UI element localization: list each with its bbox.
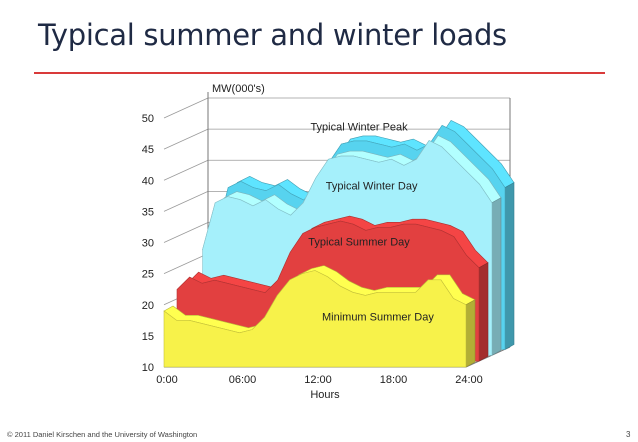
series-side-0 [504, 182, 515, 350]
series-label-3: Minimum Summer Day [322, 311, 434, 323]
floor-edge [465, 346, 511, 368]
series-area-3 [163, 270, 467, 368]
side-gridline [163, 159, 209, 181]
slide-title: Typical summer and winter loads [38, 18, 507, 52]
series-side-3 [465, 299, 476, 368]
series-label-1: Typical Winter Day [326, 181, 418, 193]
series-side-2 [478, 262, 489, 362]
y-tick-label: 40 [142, 175, 154, 187]
y-tick-label: 35 [142, 206, 154, 218]
x-tick-label: 24:00 [455, 374, 483, 386]
series-label-2: Typical Summer Day [308, 237, 410, 249]
y-tick-label: 20 [142, 300, 154, 312]
x-tick-label: 06:00 [229, 374, 257, 386]
x-tick-label: 0:00 [156, 374, 177, 386]
y-axis-label: MW(000's) [212, 83, 265, 95]
y-tick-label: 10 [142, 362, 154, 374]
series-side-1 [491, 197, 502, 356]
y-tick-label: 25 [142, 269, 154, 281]
page-number: 3 [626, 430, 631, 439]
x-axis-label: Hours [310, 389, 340, 401]
side-gridline [163, 128, 209, 150]
footer-copyright: © 2011 Daniel Kirschen and the Universit… [7, 430, 198, 439]
side-gridline [163, 97, 209, 119]
series-label-0: Typical Winter Peak [310, 121, 408, 133]
y-tick-label: 30 [142, 238, 154, 250]
y-tick-label: 15 [142, 331, 154, 343]
side-gridline [163, 253, 209, 274]
x-tick-label: 18:00 [380, 374, 408, 386]
title-rule [34, 72, 605, 74]
side-gridline [163, 222, 209, 243]
y-tick-label: 50 [142, 113, 154, 125]
side-gridline [163, 191, 209, 212]
y-tick-label: 45 [142, 144, 154, 156]
x-tick-label: 12:00 [304, 374, 332, 386]
